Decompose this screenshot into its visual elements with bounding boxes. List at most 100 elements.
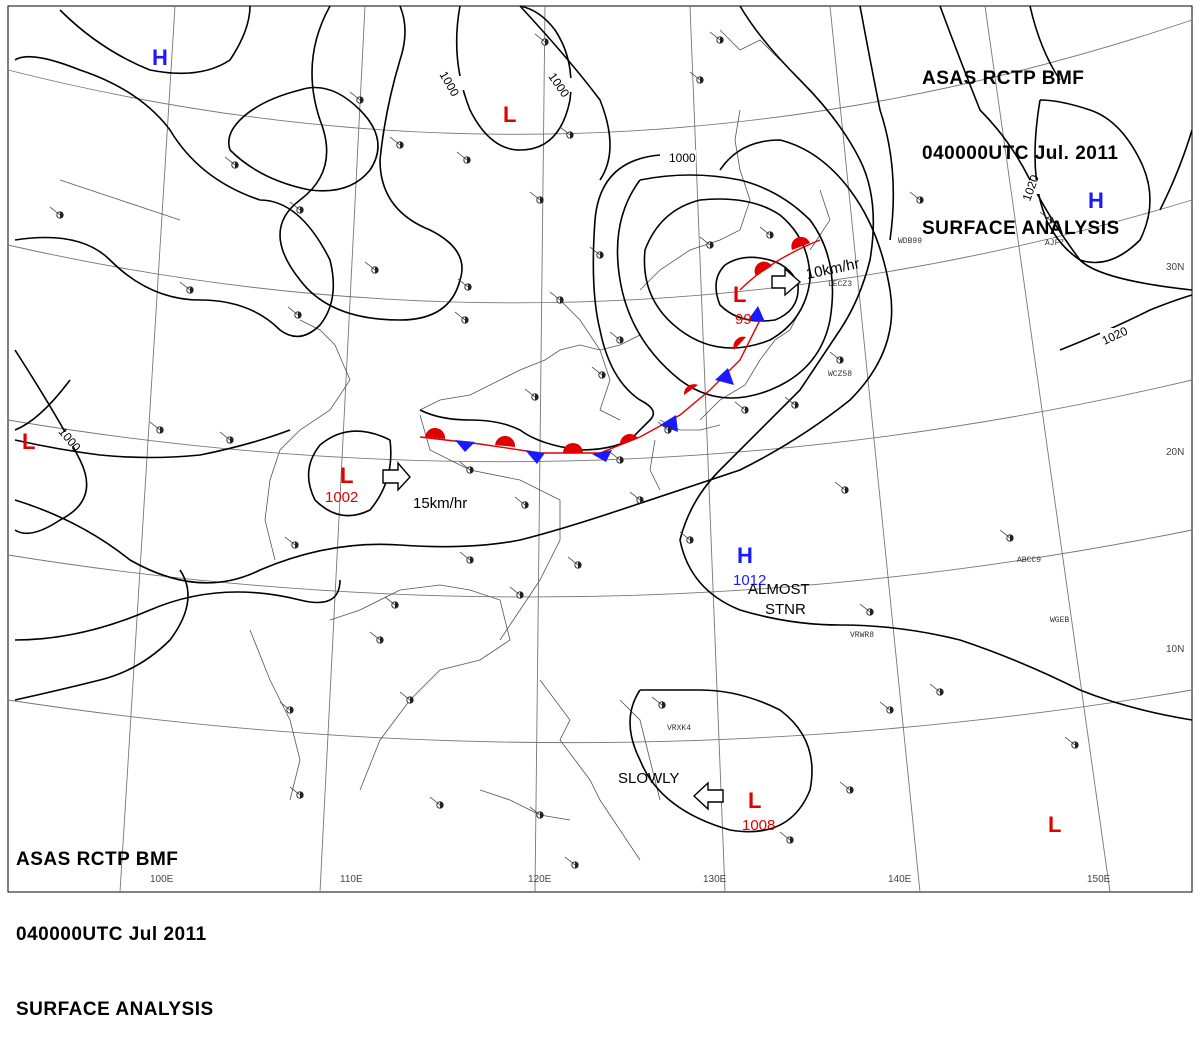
isobar xyxy=(14,429,291,459)
wind-barb xyxy=(699,236,711,246)
wind-barb xyxy=(564,856,576,866)
station-cloud-cover xyxy=(668,426,672,434)
wind-barb xyxy=(287,306,299,316)
station-cloud-cover xyxy=(710,241,714,249)
station-cloud-cover xyxy=(375,266,379,274)
station-cloud-cover xyxy=(470,466,474,474)
high-pressure-center: H xyxy=(737,543,753,568)
station-code: VRXK4 xyxy=(667,724,691,733)
isobar xyxy=(14,55,335,338)
wind-barb xyxy=(284,536,296,546)
station-cloud-cover xyxy=(535,393,539,401)
station-cloud-cover xyxy=(560,296,564,304)
station-cloud-cover xyxy=(720,36,724,44)
isobar xyxy=(1034,99,1151,264)
wind-barb xyxy=(709,31,721,41)
isobar xyxy=(307,430,392,517)
wind-barb xyxy=(1064,736,1076,746)
station-cloud-cover xyxy=(400,141,404,149)
wind-barb xyxy=(49,206,61,216)
station-cloud-cover xyxy=(600,251,604,259)
station-cloud-cover xyxy=(60,211,64,219)
arrow-east-icon xyxy=(771,267,802,297)
wind-barb xyxy=(529,806,541,816)
station-cloud-cover xyxy=(640,496,644,504)
station-cloud-cover xyxy=(410,696,414,704)
wind-barb xyxy=(651,696,663,706)
low-pressure-center: L xyxy=(22,429,35,454)
station-cloud-cover xyxy=(300,791,304,799)
station-cloud-cover xyxy=(520,591,524,599)
isobar xyxy=(629,689,813,833)
chart-footer: ASAS RCTP BMF 040000UTC Jul 2011 SURFACE… xyxy=(16,797,214,1047)
lon-label-110e: 110E xyxy=(340,874,363,885)
wind-barb xyxy=(689,71,701,81)
wind-barb xyxy=(534,33,546,43)
station-cloud-cover xyxy=(578,561,582,569)
station-cloud-cover xyxy=(795,401,799,409)
station-cloud-cover xyxy=(1010,534,1014,542)
isobar xyxy=(1029,5,1061,81)
station-cloud-cover xyxy=(295,541,299,549)
station-cloud-cover xyxy=(525,501,529,509)
wind-barb xyxy=(289,201,301,211)
wind-barb xyxy=(179,281,191,291)
footer-datetime: 040000UTC Jul 2011 xyxy=(16,924,207,945)
isobar xyxy=(715,256,799,322)
lat-label-20n: 20N xyxy=(1166,447,1184,458)
wind-barb xyxy=(929,683,941,693)
station-cloud-cover xyxy=(540,811,544,819)
station-cloud-cover xyxy=(545,38,549,46)
station-cloud-cover xyxy=(700,76,704,84)
station-cloud-cover xyxy=(662,701,666,709)
isobar xyxy=(1159,129,1193,211)
pressure-value: 99 xyxy=(735,311,752,328)
station-cloud-cover xyxy=(190,286,194,294)
wind-barb xyxy=(529,191,541,201)
station-cloud-cover xyxy=(290,706,294,714)
lon-label-130e: 130E xyxy=(703,874,727,885)
wind-barb xyxy=(454,311,466,321)
station-cloud-cover xyxy=(770,231,774,239)
wind-barb xyxy=(149,421,161,431)
arrow-west-icon xyxy=(692,781,724,811)
station-cloud-cover xyxy=(380,636,384,644)
wind-barb xyxy=(829,351,841,361)
wind-barb xyxy=(734,401,746,411)
wind-barb xyxy=(524,388,536,398)
lon-label-140e: 140E xyxy=(888,874,912,885)
isobars xyxy=(14,5,1193,833)
lon-label-100e: 100E xyxy=(150,874,174,885)
station-cloud-cover xyxy=(920,196,924,204)
lon-label-120e: 120E xyxy=(528,874,552,885)
station-code: WDB99 xyxy=(898,237,922,246)
isobar xyxy=(14,379,71,431)
station-cloud-cover xyxy=(467,156,471,164)
isobar xyxy=(14,569,189,701)
wind-barb xyxy=(549,291,561,301)
station-cloud-cover xyxy=(395,601,399,609)
station-cloud-cover xyxy=(160,426,164,434)
station-cloud-cover xyxy=(620,336,624,344)
wind-barb xyxy=(591,366,603,376)
station-cloud-cover xyxy=(540,196,544,204)
arrow-east-icon xyxy=(382,461,411,492)
station-cloud-cover xyxy=(620,456,624,464)
isobar xyxy=(227,86,379,192)
isobar xyxy=(14,349,88,535)
station-code: AJF7 xyxy=(1045,239,1064,248)
wind-barb xyxy=(609,451,621,461)
wind-barb xyxy=(349,91,361,101)
station-code: LECZ3 xyxy=(828,280,852,289)
station-cloud-cover xyxy=(465,316,469,324)
lat-label-10n: 10N xyxy=(1166,644,1184,655)
pressure-value: 1012 xyxy=(733,572,766,589)
wind-barb xyxy=(879,701,891,711)
isobar xyxy=(859,5,895,241)
wind-barb xyxy=(567,556,579,566)
footer-title: SURFACE ANALYSIS xyxy=(16,999,214,1020)
wind-barb xyxy=(279,701,291,711)
low-pressure-center: L xyxy=(748,788,761,813)
station-cloud-cover xyxy=(298,311,302,319)
lon-label-150e: 150E xyxy=(1087,874,1111,885)
